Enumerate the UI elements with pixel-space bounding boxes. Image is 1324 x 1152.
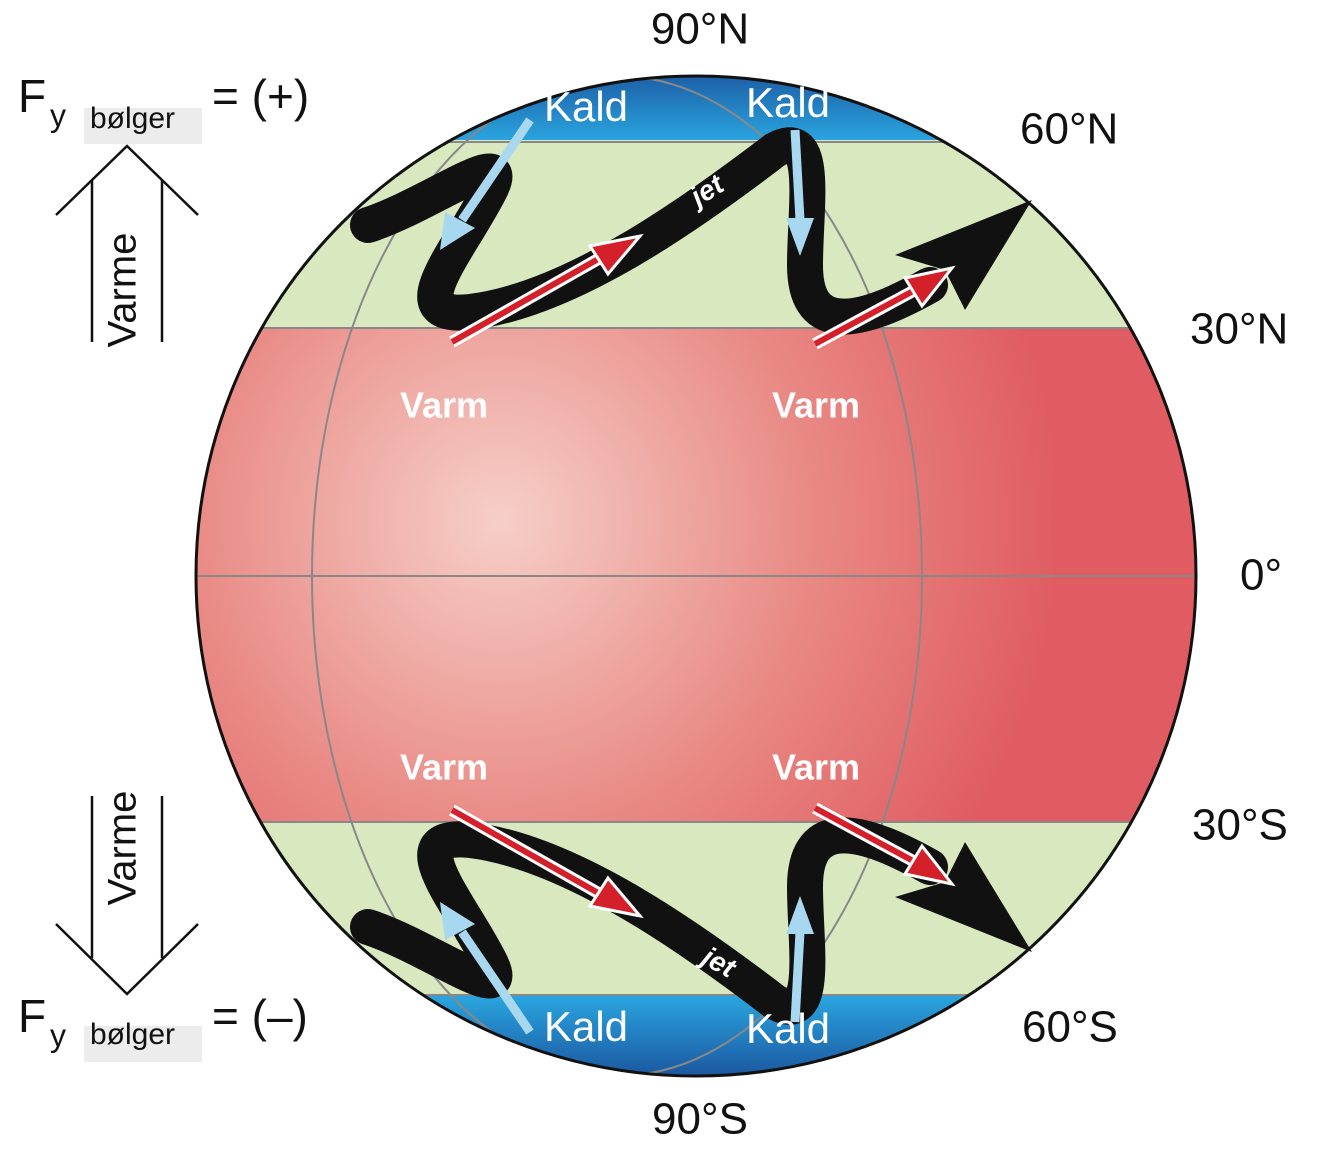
warm-label: Varm <box>400 747 488 788</box>
midlatitude-band <box>196 140 1196 330</box>
warm-label: Varm <box>772 747 860 788</box>
flux-symbol: F <box>18 990 46 1042</box>
grid <box>196 76 1196 1076</box>
warm-label: Varm <box>400 385 488 426</box>
flux-subscript: y <box>50 1017 66 1053</box>
globe-outline <box>194 74 1198 1078</box>
midlatitude-band <box>196 822 1196 997</box>
flux-north: F y bølger = (+) <box>18 70 309 144</box>
flux-wave: bølger <box>90 102 175 135</box>
heat-arrow-south <box>55 796 199 996</box>
flux-south: F y bølger = (–) <box>18 990 308 1062</box>
latitude-label: 90°N <box>651 5 749 54</box>
cold-label: Kald <box>544 83 628 130</box>
latitude-label: 30°N <box>1190 305 1288 354</box>
flux-subscript: y <box>50 97 66 133</box>
latitude-label: 60°S <box>1022 1003 1118 1052</box>
latitude-label: 0° <box>1240 551 1282 600</box>
heat-arrow-north <box>55 144 199 342</box>
warm-label: Varm <box>772 385 860 426</box>
latitude-label: 90°S <box>652 1095 748 1144</box>
latitude-label: 30°S <box>1192 801 1288 850</box>
heat-label: Varme <box>101 233 145 348</box>
heat-label: Varme <box>101 791 145 906</box>
flux-wave: bølger <box>90 1018 175 1051</box>
label-background <box>84 108 202 144</box>
cold-label: Kald <box>746 79 830 126</box>
latitude-label: 60°N <box>1020 105 1118 154</box>
flux-symbol: F <box>18 70 46 122</box>
label-background <box>84 1026 202 1062</box>
flux-sign: = (–) <box>212 990 308 1042</box>
cold-label: Kald <box>746 1005 830 1052</box>
cold-label: Kald <box>544 1003 628 1050</box>
flux-sign: = (+) <box>212 70 309 122</box>
